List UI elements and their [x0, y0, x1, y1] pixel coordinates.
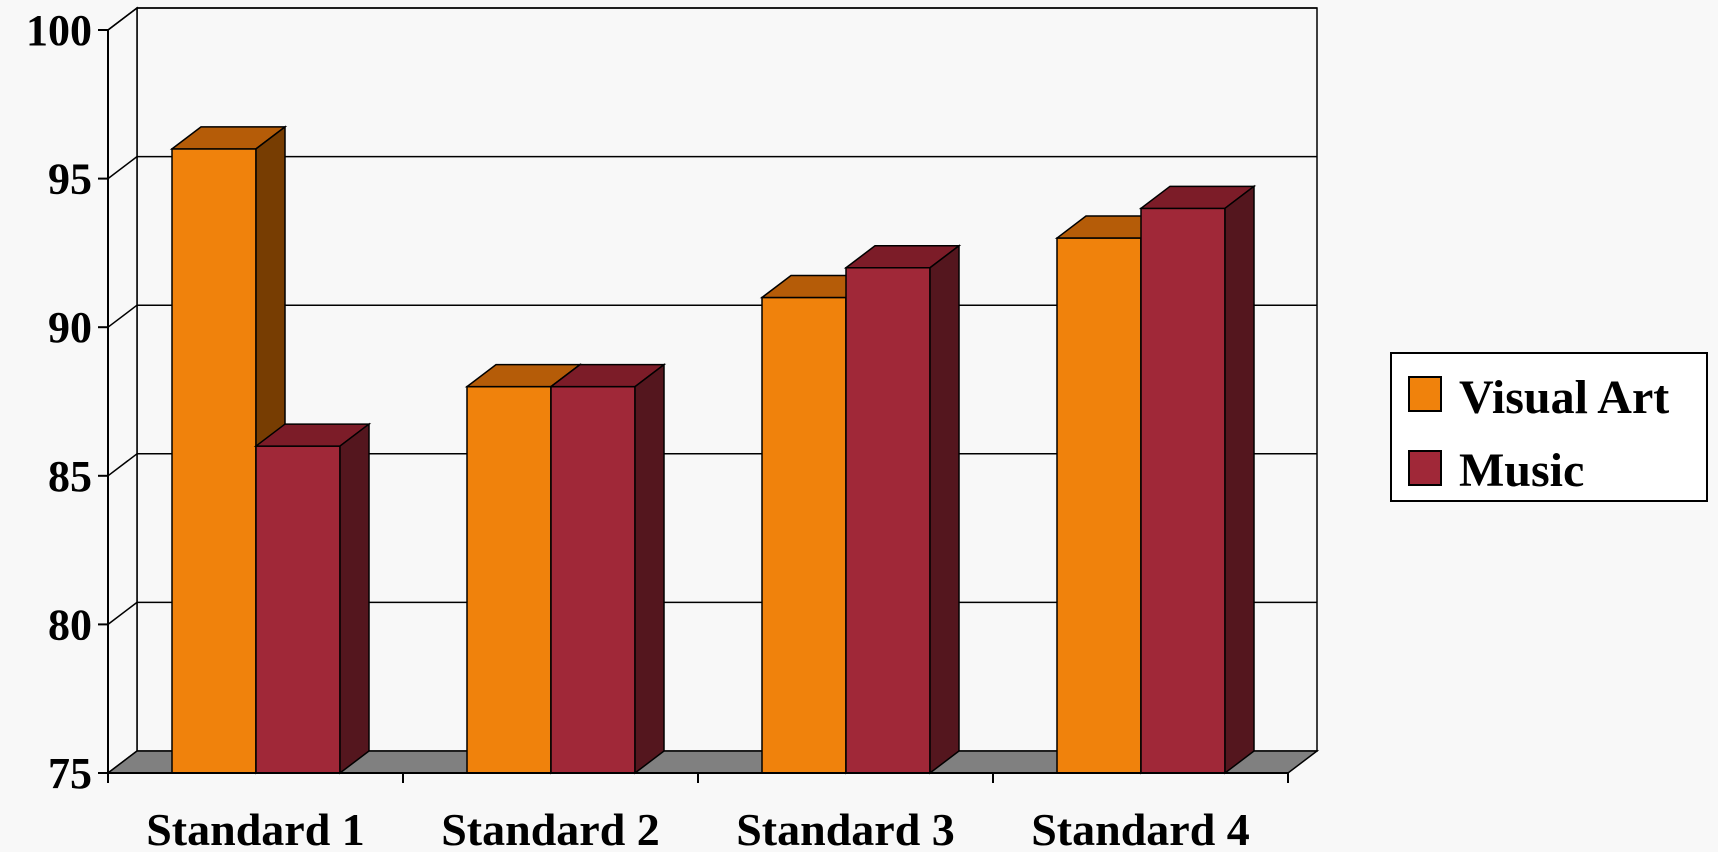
bar-front-face	[466, 385, 552, 774]
y-axis-tick-labels: 75 80 85 90 95 100	[26, 6, 92, 798]
x-tick-label-standard-2: Standard 2	[441, 804, 660, 852]
bar-side-face	[1224, 184, 1255, 775]
legend-label-visual-art: Visual Art	[1459, 371, 1669, 424]
side-wall	[107, 6, 138, 775]
legend-swatch-music	[1408, 450, 1442, 486]
bar-front-face	[171, 148, 257, 774]
y-tick-label-100: 100	[26, 6, 92, 55]
bar-front-face	[845, 267, 931, 774]
gridline-side	[107, 304, 138, 328]
legend-swatch-visual-art	[1408, 376, 1442, 412]
bar-music-standard-1	[253, 422, 372, 775]
bar-side-face	[634, 363, 665, 775]
x-tick-label-standard-3: Standard 3	[736, 804, 955, 852]
legend-box	[1390, 352, 1708, 502]
x-axis-tick-labels: Standard 1 Standard 2 Standard 3 Standard 4	[146, 804, 1250, 852]
gridline-side	[107, 601, 138, 625]
bar-music-standard-3	[843, 244, 962, 775]
y-tick-label-75: 75	[48, 749, 92, 798]
y-tick-label-95: 95	[48, 155, 92, 204]
bars	[169, 125, 1257, 775]
bar-front-face	[550, 385, 636, 774]
bar-side-face	[929, 244, 960, 775]
gridline-side	[107, 7, 138, 31]
bar-music-standard-2	[548, 363, 667, 775]
bar-front-face	[1140, 207, 1226, 774]
gridline-side	[107, 453, 138, 477]
x-tick-label-standard-4: Standard 4	[1031, 804, 1250, 852]
bar-front-face	[1056, 237, 1142, 774]
bar-front-face	[761, 296, 847, 774]
y-tick-label-80: 80	[48, 600, 92, 649]
x-tick-label-standard-1: Standard 1	[146, 804, 365, 852]
bar-music-standard-4	[1138, 184, 1257, 775]
gridline-side	[107, 156, 138, 180]
legend: Visual Art Music	[1390, 352, 1708, 502]
bar-side-face	[339, 422, 370, 775]
bar-front-face	[255, 445, 341, 774]
axes	[98, 29, 1289, 783]
y-tick-label-85: 85	[48, 452, 92, 501]
y-tick-label-90: 90	[48, 303, 92, 352]
legend-label-music: Music	[1459, 444, 1584, 497]
